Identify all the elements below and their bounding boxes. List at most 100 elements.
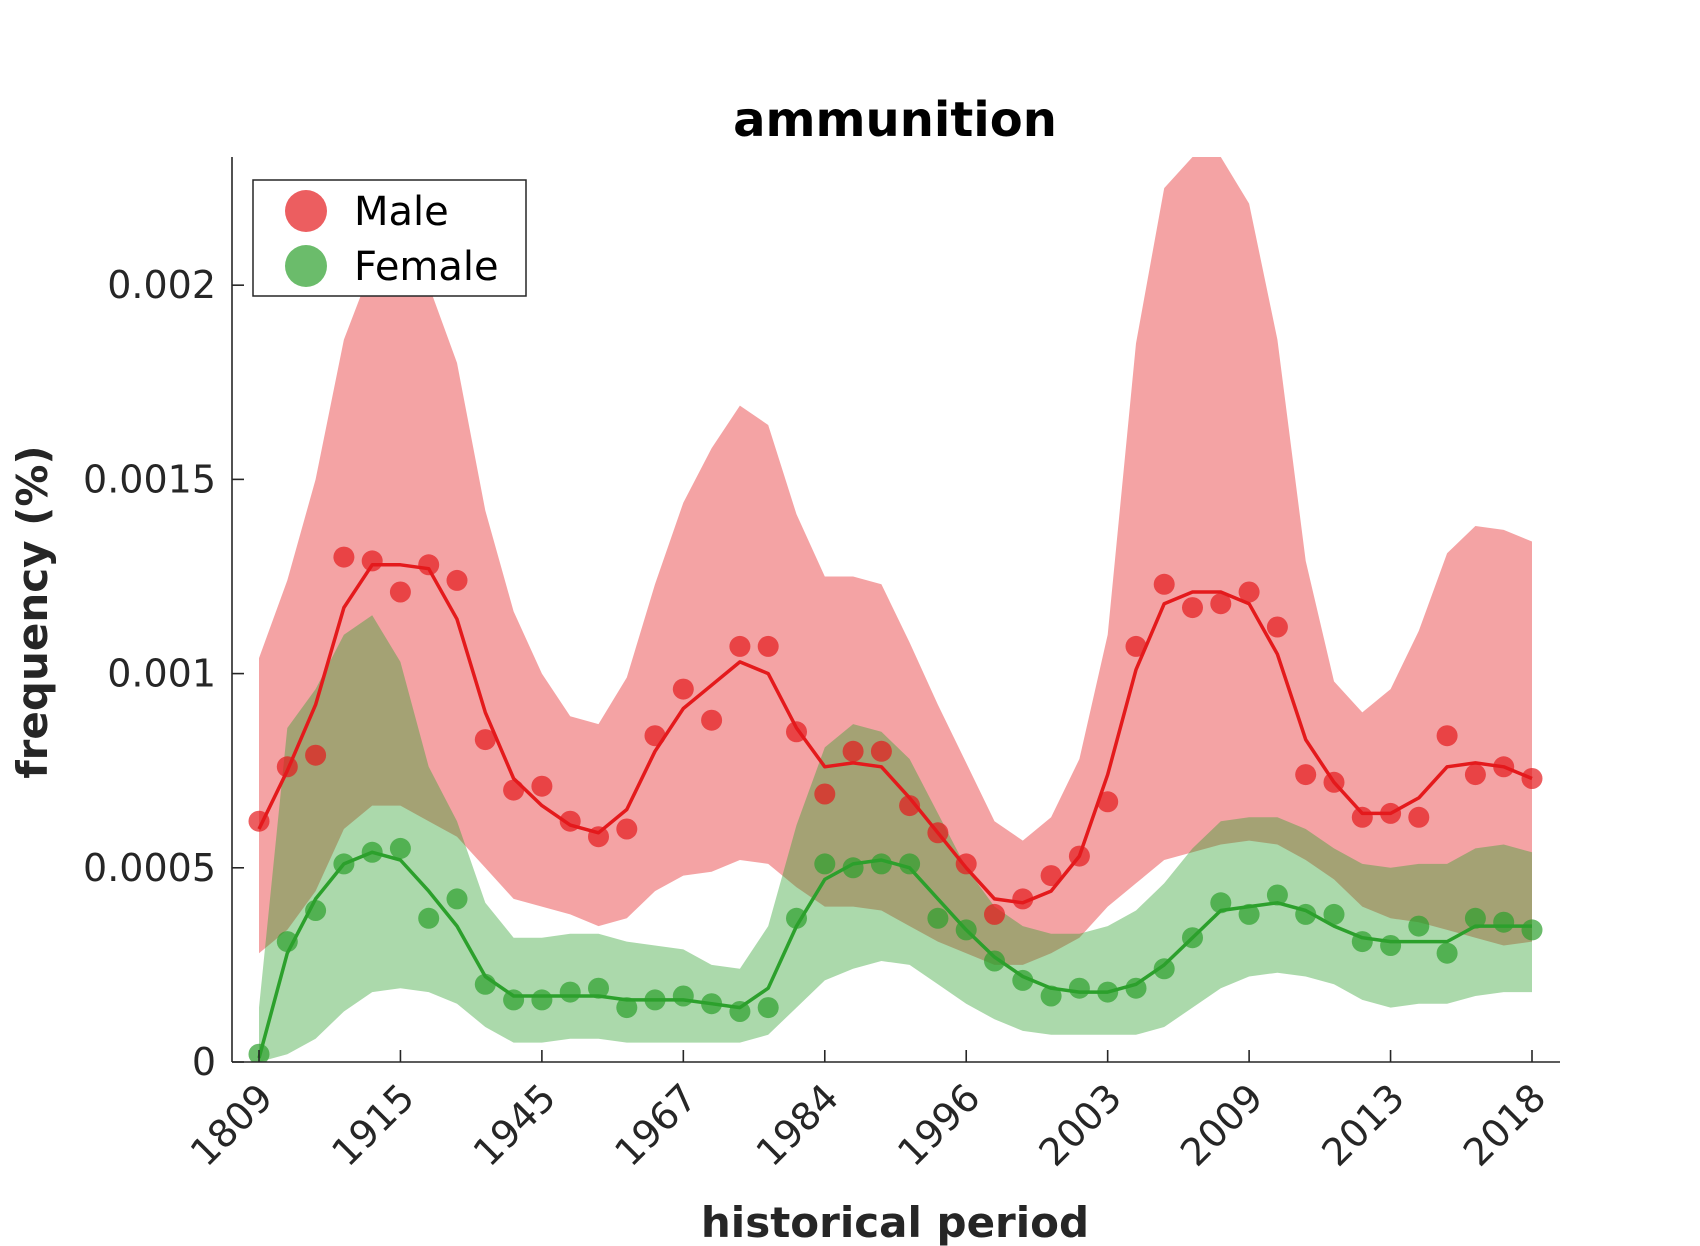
data-point-male bbox=[446, 569, 468, 591]
data-point-female bbox=[1153, 958, 1175, 980]
data-point-female bbox=[1182, 927, 1203, 949]
data-point-female bbox=[616, 997, 638, 1019]
data-point-female bbox=[870, 853, 892, 875]
data-point-male bbox=[1295, 764, 1317, 786]
data-point-male bbox=[672, 678, 694, 700]
data-point-male bbox=[1380, 802, 1402, 824]
data-point-male bbox=[1266, 616, 1288, 638]
data-point-female bbox=[305, 900, 327, 921]
data-point-female bbox=[503, 989, 525, 1011]
data-point-female bbox=[474, 973, 496, 995]
data-point-female bbox=[559, 981, 581, 1003]
data-point-female bbox=[1351, 931, 1373, 953]
data-point-female bbox=[446, 888, 468, 910]
data-point-female bbox=[644, 989, 666, 1011]
data-point-male bbox=[1521, 768, 1543, 789]
data-point-male bbox=[786, 721, 807, 743]
data-point-female bbox=[729, 1001, 751, 1022]
data-point-male bbox=[1040, 865, 1062, 887]
legend-marker-female bbox=[285, 245, 327, 287]
band-male bbox=[259, 157, 1532, 965]
y-axis-label: frequency (%) bbox=[8, 445, 57, 778]
data-point-male bbox=[1012, 888, 1034, 910]
data-point-female bbox=[899, 853, 921, 875]
data-point-male bbox=[616, 818, 638, 840]
fit-line-male bbox=[257, 563, 1533, 905]
data-point-male bbox=[1464, 764, 1486, 786]
data-point-male bbox=[248, 810, 270, 832]
data-point-male bbox=[1068, 845, 1090, 867]
data-point-male bbox=[842, 740, 864, 762]
data-point-female bbox=[1436, 942, 1458, 964]
data-point-male bbox=[1238, 581, 1260, 603]
data-point-male bbox=[1493, 756, 1515, 778]
data-point-male bbox=[955, 853, 977, 875]
data-point-male bbox=[644, 725, 666, 747]
data-point-female bbox=[1408, 915, 1430, 937]
data-point-female bbox=[1380, 935, 1402, 956]
data-point-female bbox=[1097, 981, 1119, 1003]
data-point-female bbox=[786, 907, 807, 929]
data-point-male bbox=[276, 756, 298, 778]
data-point-male bbox=[814, 783, 836, 805]
data-point-male bbox=[305, 744, 327, 766]
data-point-female bbox=[984, 950, 1005, 972]
y-tick-label: 0 bbox=[192, 1040, 216, 1084]
data-point-male bbox=[418, 554, 440, 576]
data-point-female bbox=[1464, 907, 1486, 929]
x-tick-label: 2003 bbox=[1031, 1075, 1131, 1175]
y-tick-label: 0.0005 bbox=[83, 846, 216, 890]
data-point-male bbox=[361, 550, 383, 572]
data-point-female bbox=[1266, 884, 1288, 906]
data-point-male bbox=[1436, 725, 1458, 747]
data-point-male bbox=[1097, 791, 1119, 813]
chart-title: ammunition bbox=[733, 92, 1057, 148]
data-point-male bbox=[927, 822, 949, 844]
data-point-female bbox=[1040, 985, 1062, 1007]
data-point-female bbox=[1068, 977, 1090, 999]
legend: Male Female bbox=[252, 179, 527, 297]
data-point-female bbox=[588, 977, 609, 999]
data-point-male bbox=[757, 635, 779, 657]
data-point-male bbox=[1210, 593, 1232, 615]
fit-line-female bbox=[257, 850, 1532, 1059]
band-female bbox=[259, 615, 1532, 1062]
data-point-male bbox=[729, 635, 751, 657]
plot-area bbox=[248, 157, 1543, 1062]
data-point-male bbox=[333, 546, 355, 568]
legend-marker-male bbox=[285, 190, 327, 232]
data-point-female bbox=[842, 857, 864, 879]
data-point-female bbox=[814, 853, 836, 875]
data-point-female bbox=[757, 997, 779, 1019]
data-point-female bbox=[1493, 911, 1515, 933]
data-points bbox=[248, 546, 1543, 1062]
x-tick-label: 1809 bbox=[182, 1075, 282, 1175]
data-point-female bbox=[418, 907, 440, 929]
x-tick-label: 2009 bbox=[1172, 1075, 1272, 1175]
x-axis-label: historical period bbox=[701, 1198, 1089, 1246]
x-tick-label: 1967 bbox=[606, 1075, 706, 1175]
data-point-female bbox=[1125, 977, 1147, 999]
data-point-female bbox=[955, 919, 977, 941]
y-tick-label: 0.002 bbox=[107, 263, 216, 307]
x-tick-label: 2013 bbox=[1313, 1075, 1413, 1175]
x-tick-label: 1996 bbox=[889, 1075, 989, 1175]
data-point-male bbox=[984, 903, 1005, 925]
y-tick-label: 0.0015 bbox=[83, 457, 216, 501]
x-tick-label: 1945 bbox=[465, 1075, 565, 1175]
x-tick-label: 1915 bbox=[323, 1075, 423, 1175]
data-point-male bbox=[503, 779, 525, 801]
data-point-female bbox=[1521, 919, 1543, 941]
data-point-female bbox=[389, 837, 411, 859]
confidence-bands bbox=[259, 157, 1532, 1062]
fit-lines bbox=[257, 563, 1533, 1059]
data-point-male bbox=[1182, 597, 1203, 619]
data-point-male bbox=[389, 581, 411, 603]
legend-label-male: Male bbox=[354, 189, 449, 235]
data-point-male bbox=[1153, 573, 1175, 595]
data-point-female bbox=[1210, 892, 1232, 914]
legend-label-female: Female bbox=[354, 244, 499, 290]
data-point-male bbox=[1125, 635, 1147, 657]
data-point-male bbox=[701, 709, 723, 731]
